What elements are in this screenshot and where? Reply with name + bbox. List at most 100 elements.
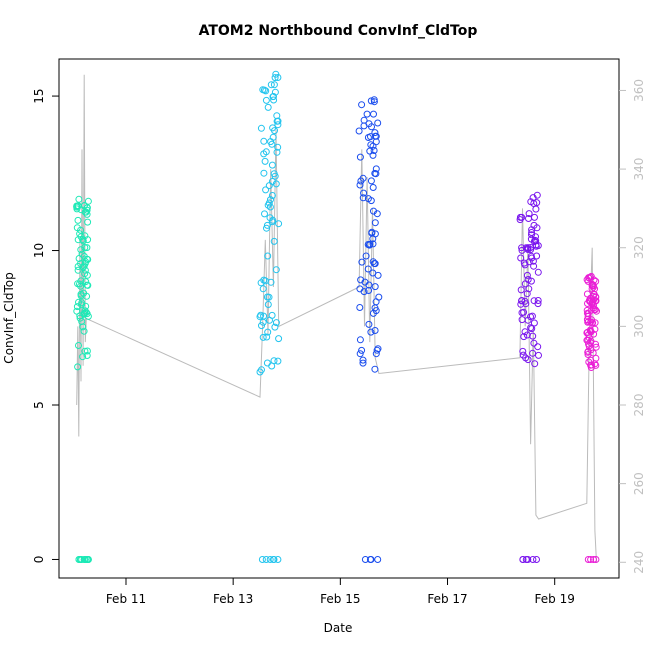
data-point: [256, 313, 264, 321]
data-point-zero: [266, 556, 274, 563]
data-point: [263, 224, 270, 232]
data-point: [271, 127, 278, 135]
data-point: [518, 246, 526, 254]
data-point: [260, 169, 268, 177]
data-point: [356, 304, 364, 311]
data-point-zero: [269, 556, 277, 563]
data-point: [264, 301, 272, 308]
data-point: [535, 351, 542, 359]
data-point: [270, 81, 278, 89]
data-point: [356, 181, 364, 189]
data-point: [583, 336, 591, 344]
data-point: [528, 231, 535, 239]
data-point-zero: [80, 556, 88, 563]
data-point: [262, 148, 270, 156]
data-point: [517, 300, 525, 308]
data-point: [589, 292, 597, 300]
data-point: [258, 322, 265, 330]
data-point: [365, 241, 373, 249]
y2-axis: 240 260 280 300 320 340 360: [619, 79, 646, 574]
data-point: [261, 210, 268, 218]
data-point: [263, 359, 271, 367]
secondary-series-line: [76, 74, 597, 563]
data-point-zero: [84, 556, 91, 563]
chart-title: ATOM2 Northbound ConvInf_CldTop: [199, 23, 478, 39]
data-point: [367, 197, 375, 205]
data-point: [528, 229, 536, 236]
data-point: [524, 356, 532, 364]
data-point: [525, 215, 532, 222]
data-point: [259, 333, 267, 341]
data-point: [529, 349, 537, 357]
data-point-zero: [529, 556, 537, 563]
data-point: [369, 142, 377, 150]
data-point: [83, 255, 91, 263]
data-point: [531, 360, 539, 368]
data-point: [274, 74, 282, 81]
data-point: [266, 316, 273, 324]
data-point: [83, 352, 91, 359]
data-point: [589, 304, 597, 312]
data-point: [78, 301, 85, 309]
data-point: [74, 202, 82, 210]
data-point: [267, 278, 275, 286]
data-point: [82, 302, 90, 310]
data-point: [586, 326, 594, 334]
data-point: [591, 306, 599, 314]
y-tick-label: 5: [32, 401, 46, 409]
data-point: [274, 121, 282, 129]
data-point: [366, 147, 374, 155]
data-point: [264, 252, 272, 260]
data-point: [592, 343, 600, 351]
data-point-zero: [587, 556, 595, 563]
data-point: [367, 328, 375, 336]
data-point: [522, 300, 530, 308]
data-point: [519, 351, 527, 359]
data-point: [521, 328, 529, 336]
data-point: [583, 306, 591, 314]
data-point: [371, 327, 379, 334]
y2-tick-label: 340: [632, 158, 646, 181]
data-point: [259, 318, 267, 326]
data-point: [592, 354, 600, 362]
data-point: [369, 240, 377, 248]
data-point: [359, 174, 367, 182]
data-point: [268, 140, 276, 148]
data-point: [373, 346, 381, 354]
y-tick-label: 10: [32, 243, 46, 258]
data-point: [370, 96, 378, 104]
data-point: [371, 219, 379, 227]
data-point: [357, 276, 365, 284]
data-point: [584, 348, 592, 356]
data-point: [530, 238, 538, 245]
data-point: [268, 192, 276, 199]
data-point: [257, 124, 265, 132]
data-point: [74, 363, 82, 371]
data-point: [269, 93, 277, 101]
data-point: [368, 229, 376, 237]
data-point: [256, 368, 264, 376]
data-point: [358, 258, 366, 266]
data-point: [83, 347, 91, 355]
data-point: [82, 278, 90, 286]
data-point: [77, 260, 85, 268]
data-point: [359, 194, 367, 202]
data-point: [516, 216, 524, 224]
x-tick-label: Feb 15: [320, 592, 360, 606]
data-point: [533, 199, 541, 207]
data-point: [590, 296, 598, 304]
data-point: [530, 297, 538, 305]
data-point: [371, 260, 379, 268]
data-point: [588, 300, 596, 308]
data-point: [81, 244, 89, 251]
data-point: [74, 216, 82, 224]
data-point: [375, 293, 383, 301]
data-point: [528, 312, 536, 320]
data-point: [272, 319, 280, 327]
data-point-zero: [519, 556, 527, 563]
data-point: [76, 230, 84, 238]
data-point: [74, 266, 82, 274]
data-point-zero: [75, 556, 83, 563]
data-point: [372, 350, 380, 358]
data-point: [75, 342, 82, 349]
